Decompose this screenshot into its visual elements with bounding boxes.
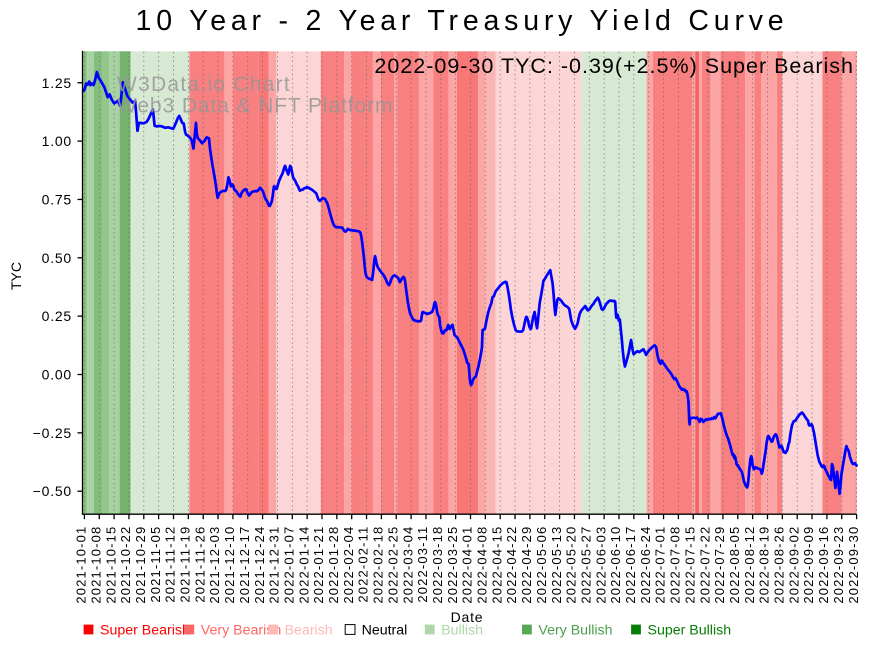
- svg-text:2021-11-26: 2021-11-26: [192, 526, 207, 603]
- svg-text:Very Bearish: Very Bearish: [201, 623, 281, 639]
- svg-text:2022-05-13: 2022-05-13: [549, 526, 564, 604]
- svg-text:2022-09-02: 2022-09-02: [786, 526, 801, 604]
- svg-text:2022-07-22: 2022-07-22: [697, 526, 712, 604]
- svg-text:1.00: 1.00: [42, 133, 72, 149]
- svg-text:0.25: 0.25: [42, 308, 72, 324]
- svg-text:2022-04-22: 2022-04-22: [504, 526, 519, 604]
- svg-text:Web3 Data & NFT Platform: Web3 Data & NFT Platform: [117, 95, 393, 118]
- svg-text:−0.50: −0.50: [33, 483, 72, 499]
- svg-text:2021-12-31: 2021-12-31: [267, 526, 282, 604]
- svg-text:W3Data.io Chart: W3Data.io Chart: [117, 73, 291, 96]
- svg-text:2022-09-23: 2022-09-23: [831, 526, 846, 604]
- svg-text:2022-02-04: 2022-02-04: [341, 526, 356, 604]
- svg-text:2022-04-08: 2022-04-08: [475, 526, 490, 604]
- svg-text:2022-09-16: 2022-09-16: [816, 526, 831, 604]
- svg-text:2022-06-17: 2022-06-17: [623, 526, 638, 604]
- svg-text:2021-11-19: 2021-11-19: [178, 526, 193, 603]
- svg-text:Bullish: Bullish: [441, 623, 483, 639]
- svg-text:2021-10-08: 2021-10-08: [88, 526, 103, 604]
- svg-text:2022-09-30 TYC: -0.39(+2.5%) S: 2022-09-30 TYC: -0.39(+2.5%) Super Beari…: [374, 54, 854, 78]
- svg-text:2022-09-30: 2022-09-30: [846, 526, 861, 604]
- svg-text:2022-08-26: 2022-08-26: [772, 526, 787, 604]
- svg-text:0.75: 0.75: [42, 191, 72, 207]
- svg-text:2021-12-17: 2021-12-17: [237, 526, 252, 604]
- svg-text:2022-08-05: 2022-08-05: [727, 526, 742, 604]
- svg-text:2022-01-07: 2022-01-07: [282, 526, 297, 604]
- svg-text:Very Bullish: Very Bullish: [538, 623, 612, 639]
- svg-text:2022-04-29: 2022-04-29: [519, 526, 534, 604]
- svg-text:0.50: 0.50: [42, 250, 72, 266]
- svg-text:1.25: 1.25: [42, 75, 72, 91]
- svg-text:2022-07-01: 2022-07-01: [653, 526, 668, 604]
- svg-text:Neutral: Neutral: [362, 623, 408, 639]
- svg-text:2022-01-21: 2022-01-21: [311, 526, 326, 604]
- svg-text:2022-01-14: 2022-01-14: [296, 526, 311, 604]
- svg-text:2022-03-18: 2022-03-18: [430, 526, 445, 604]
- svg-text:2022-08-19: 2022-08-19: [757, 526, 772, 604]
- svg-text:2021-11-05: 2021-11-05: [148, 526, 163, 603]
- svg-text:2022-07-15: 2022-07-15: [682, 526, 697, 604]
- svg-text:2022-05-27: 2022-05-27: [579, 526, 594, 604]
- svg-text:2022-01-28: 2022-01-28: [326, 526, 341, 604]
- svg-text:2022-02-11: 2022-02-11: [356, 526, 371, 603]
- svg-text:2021-12-03: 2021-12-03: [207, 526, 222, 604]
- svg-text:2022-05-06: 2022-05-06: [534, 526, 549, 604]
- svg-text:2022-07-29: 2022-07-29: [712, 526, 727, 604]
- svg-text:2022-07-08: 2022-07-08: [668, 526, 683, 604]
- svg-text:Super Bullish: Super Bullish: [648, 623, 732, 639]
- svg-text:2022-02-25: 2022-02-25: [385, 526, 400, 604]
- svg-text:2022-08-12: 2022-08-12: [742, 526, 757, 604]
- svg-text:2022-09-09: 2022-09-09: [801, 526, 816, 604]
- svg-text:2022-02-18: 2022-02-18: [371, 526, 386, 604]
- svg-text:2022-04-15: 2022-04-15: [489, 526, 504, 604]
- svg-text:2022-06-24: 2022-06-24: [638, 526, 653, 604]
- svg-text:−0.25: −0.25: [33, 425, 72, 441]
- svg-text:2022-04-01: 2022-04-01: [460, 526, 475, 604]
- svg-text:2021-10-22: 2021-10-22: [118, 526, 133, 604]
- svg-text:0.00: 0.00: [42, 367, 72, 383]
- svg-text:2021-11-12: 2021-11-12: [163, 526, 178, 603]
- svg-text:2021-10-15: 2021-10-15: [103, 526, 118, 604]
- svg-text:2021-10-01: 2021-10-01: [74, 526, 89, 604]
- svg-text:10 Year - 2 Year Treasury Yiel: 10 Year - 2 Year Treasury Yield Curve: [136, 5, 789, 37]
- svg-text:2021-10-29: 2021-10-29: [133, 526, 148, 604]
- svg-text:2022-05-20: 2022-05-20: [564, 526, 579, 604]
- svg-text:2022-03-04: 2022-03-04: [400, 526, 415, 604]
- svg-text:Super Bearish: Super Bearish: [100, 623, 190, 639]
- svg-text:Bearish: Bearish: [285, 623, 333, 639]
- svg-text:2022-03-25: 2022-03-25: [445, 526, 460, 604]
- svg-text:2022-03-11: 2022-03-11: [415, 526, 430, 603]
- svg-text:2021-12-24: 2021-12-24: [252, 526, 267, 604]
- svg-text:2022-06-03: 2022-06-03: [593, 526, 608, 604]
- svg-text:2021-12-10: 2021-12-10: [222, 526, 237, 604]
- svg-text:2022-06-10: 2022-06-10: [608, 526, 623, 604]
- svg-text:TYC: TYC: [8, 262, 24, 290]
- svg-text:Date: Date: [451, 609, 484, 625]
